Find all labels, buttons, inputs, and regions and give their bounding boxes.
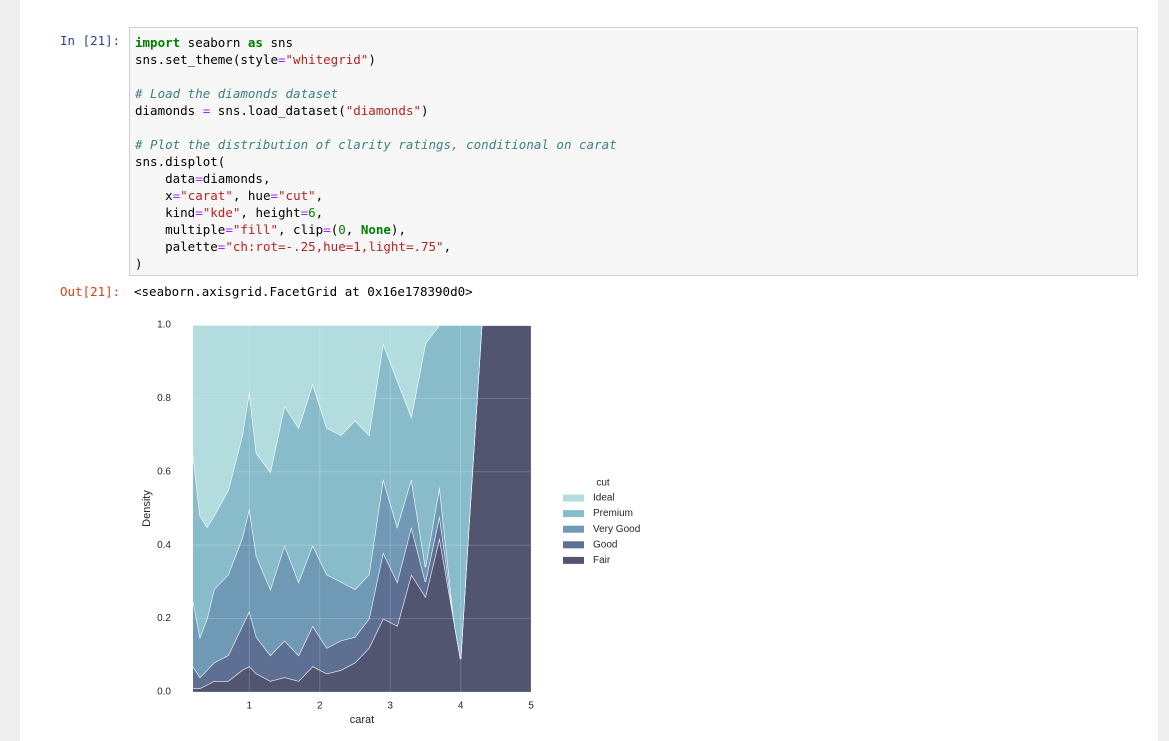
x-tick-label: 4 — [458, 701, 464, 712]
code-line: sns.set_theme(style="whitegrid") — [135, 52, 376, 67]
code-area: import seaborn as sns sns.set_theme(style… — [135, 34, 617, 289]
legend-label: Ideal — [593, 493, 615, 504]
area — [193, 325, 531, 527]
code-line: kind="kde", height=6, — [135, 205, 324, 220]
code-block: # Load the diamonds dataset diamonds = sn… — [135, 85, 617, 119]
area — [193, 325, 531, 678]
code-line: # Plot the distribution of clarity ratin… — [135, 137, 617, 152]
legend-swatch — [563, 510, 584, 518]
x-tick-label: 2 — [317, 701, 323, 712]
code-line: diamonds = sns.load_dataset("diamonds") — [135, 103, 429, 118]
y-tick-label: 0.2 — [157, 613, 171, 624]
legend-swatch — [563, 525, 584, 533]
code-line: ) — [135, 256, 143, 271]
y-axis-label: Density — [141, 490, 153, 527]
code-line: sns.displot( — [135, 154, 226, 169]
y-tick-label: 0.0 — [157, 687, 171, 698]
output-prompt: Out[21]: — [60, 284, 121, 299]
area — [193, 325, 531, 659]
code-line: multiple="fill", clip=(0, None), — [135, 222, 406, 237]
area — [193, 325, 531, 692]
legend-swatch — [563, 556, 584, 564]
code-line: palette="ch:rot=-.25,hue=1,light=.75", — [135, 239, 452, 254]
output-text: <seaborn.axisgrid.FacetGrid at 0x16e1783… — [134, 284, 473, 299]
code-block: import seaborn as sns sns.set_theme(style… — [135, 34, 617, 68]
legend-swatch — [563, 494, 584, 502]
code-line: import seaborn as sns — [135, 35, 294, 50]
y-tick-label: 0.6 — [157, 466, 171, 477]
y-tick-label: 1.0 — [157, 320, 171, 331]
y-tick-label: 0.8 — [157, 393, 171, 404]
x-tick-label: 5 — [528, 701, 534, 712]
code-line: # Load the diamonds dataset — [135, 86, 339, 101]
code-line: data=diamonds, — [135, 171, 271, 186]
x-tick-label: 3 — [387, 701, 393, 712]
legend-title: cut — [596, 478, 610, 489]
code-line: x="carat", hue="cut", — [135, 188, 324, 203]
input-prompt: In [21]: — [60, 33, 121, 48]
legend-label: Fair — [593, 555, 611, 566]
legend-label: Good — [593, 539, 617, 550]
x-tick-label: 1 — [247, 701, 253, 712]
code-cell[interactable]: import seaborn as sns sns.set_theme(style… — [129, 27, 1138, 276]
x-axis-label: carat — [350, 714, 374, 726]
legend-label: Premium — [593, 508, 633, 519]
y-tick-label: 0.4 — [157, 540, 171, 551]
legend-swatch — [563, 541, 584, 549]
code-block: # Plot the distribution of clarity ratin… — [135, 136, 617, 272]
legend-label: Very Good — [593, 524, 640, 535]
